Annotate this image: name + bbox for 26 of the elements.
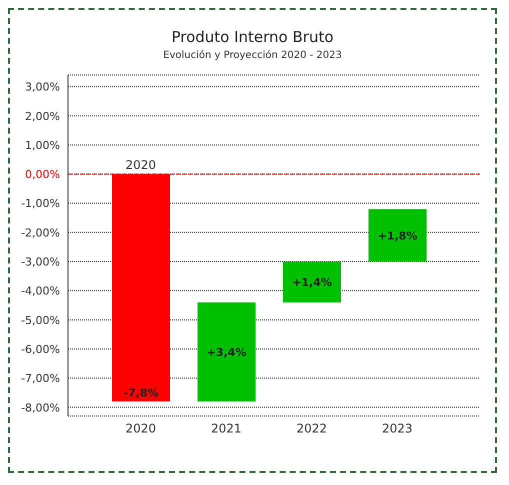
y-tick-label: -1,00% (21, 197, 60, 210)
chart-title: Produto Interno Bruto (170, 28, 335, 46)
bar (368, 209, 426, 262)
y-tick-label: -2,00% (21, 226, 60, 240)
y-tick-label: -5,00% (21, 314, 60, 327)
bar (283, 262, 341, 302)
y-tick-label: -7,00% (21, 372, 60, 386)
y-tick-label: -3,00% (21, 256, 60, 269)
x-tick-label: 2023 (382, 422, 413, 436)
data-label: +1,8% (378, 229, 418, 242)
data-label: +1,4% (292, 276, 332, 289)
x-tick-label: 2020 (125, 422, 156, 436)
y-tick-label: -4,00% (21, 284, 60, 298)
y-tick-label: -8,00% (21, 401, 60, 414)
x-tick-label: 2021 (210, 422, 242, 436)
data-label: +3,4% (206, 346, 246, 359)
y-tick-label: 0,00% (25, 168, 60, 182)
x-tick-label: 2022 (296, 422, 328, 436)
data-label: -7,8% (123, 386, 159, 400)
chart-subtitle: Evolución y Proyección 2020 - 2023 (162, 50, 343, 61)
annotation: 2020 (125, 158, 156, 172)
y-tick-label: 3,00% (25, 80, 60, 94)
y-tick-label: 1,00% (25, 138, 60, 152)
bar (198, 302, 256, 402)
y-tick-label: 2,00% (25, 110, 60, 123)
y-tick-label: -6,00% (21, 342, 60, 356)
